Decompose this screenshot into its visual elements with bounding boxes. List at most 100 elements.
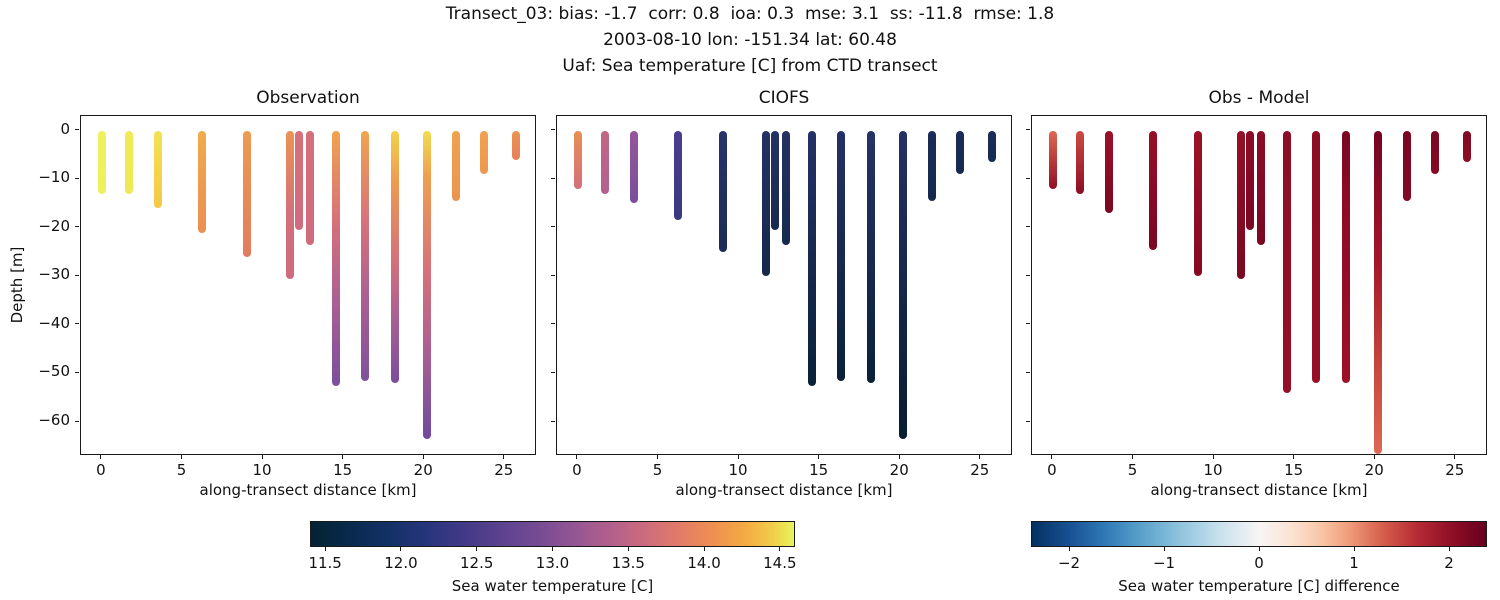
y-tick-label: −60 [38, 411, 70, 429]
x-tick-label: 25 [494, 461, 514, 479]
colorbar-tick-label: −2 [1057, 554, 1081, 572]
x-tick-mark [737, 455, 739, 459]
y-tick-label: −10 [38, 168, 70, 187]
y-tick-mark [551, 371, 555, 373]
colorbar-tick-mark [779, 547, 781, 551]
x-tick-mark [979, 455, 981, 459]
colorbar-tick-label: 14.0 [687, 554, 721, 572]
temperature-bar [988, 130, 997, 163]
temperature-bar [1076, 130, 1085, 194]
y-tick-mark [75, 420, 79, 422]
figure-title-line-1: Transect_03: bias: -1.7 corr: 0.8 ioa: 0… [445, 4, 1055, 24]
temperature-bar [630, 130, 639, 204]
x-axis-label-obs-minus-model: along-transect distance [km] [1150, 481, 1368, 499]
x-tick-label: 0 [572, 461, 582, 479]
colorbar-temperature-label: Sea water temperature [C] [451, 577, 654, 595]
x-axis-label-ciofs: along-transect distance [km] [675, 481, 893, 499]
y-tick-label: −30 [38, 265, 70, 284]
x-tick-mark [1051, 455, 1053, 459]
y-tick-mark [551, 323, 555, 325]
colorbar-temperature-gradient [310, 521, 795, 547]
y-tick-label: −50 [38, 362, 70, 381]
temperature-bar [1282, 130, 1291, 393]
x-tick-mark [342, 455, 344, 459]
y-tick-mark [551, 274, 555, 276]
y-tick-label: −20 [38, 216, 70, 235]
x-tick-label: 15 [809, 461, 829, 479]
temperature-bar [807, 130, 816, 386]
bars-layer-ciofs [557, 116, 1011, 454]
colorbar-difference-label: Sea water temperature [C] difference [1118, 577, 1400, 595]
bars-layer-observation [81, 116, 535, 454]
temperature-bar [479, 130, 488, 175]
x-tick-label: 20 [889, 461, 909, 479]
y-tick-mark [551, 177, 555, 179]
panel-observation: Observation along-transect distance [km]… [38, 88, 536, 499]
y-tick-label: 0 [60, 119, 70, 138]
colorbar-tick-mark [552, 547, 553, 551]
y-tick-mark [1026, 129, 1030, 131]
temperature-bar [360, 130, 369, 381]
y-tick-mark [1026, 323, 1030, 325]
colorbar-tick-label: 2 [1444, 554, 1454, 572]
y-tick-mark [551, 420, 555, 422]
temperature-bar [899, 130, 908, 439]
colorbar-difference-gradient [1031, 521, 1487, 547]
figure-title-line-3: Uaf: Sea temperature [C] from CTD transe… [562, 56, 938, 76]
x-tick-mark [503, 455, 505, 459]
x-tick-mark [100, 455, 102, 459]
x-tick-label: 10 [252, 461, 272, 479]
temperature-bar [867, 130, 876, 384]
y-tick-mark [75, 177, 79, 179]
x-tick-mark [1454, 455, 1456, 459]
temperature-bar [718, 130, 727, 252]
temperature-bar [1311, 130, 1320, 384]
x-tick-mark [898, 455, 900, 459]
y-tick-mark [551, 226, 555, 228]
axes-observation [80, 115, 536, 455]
x-axis-label-observation: along-transect distance [km] [199, 481, 417, 499]
temperature-bar [836, 130, 845, 381]
x-tick-label: 10 [1203, 461, 1223, 479]
figure-title-line-2: 2003-08-10 lon: -151.34 lat: 60.48 [603, 30, 897, 50]
temperature-bar [1403, 130, 1412, 201]
temperature-bar [1256, 130, 1265, 245]
panel-ciofs: CIOFS along-transect distance [km] 0 5 10 1… [551, 88, 1012, 499]
colorbar-tick-mark [1068, 547, 1070, 551]
colorbar-tick-label: 13.0 [535, 554, 570, 572]
x-tick-label: 0 [1047, 461, 1057, 479]
colorbar-tick-label: 11.5 [308, 554, 342, 572]
temperature-bar [242, 130, 251, 257]
y-axis-label: Depth [m] [8, 246, 26, 324]
x-tick-mark [1132, 455, 1133, 459]
x-tick-label: 0 [96, 461, 106, 479]
temperature-bar [673, 130, 682, 221]
colorbar-tick-mark [324, 547, 326, 551]
y-tick-mark [75, 226, 79, 228]
x-tick-label: 20 [1364, 461, 1384, 479]
x-tick-mark [1373, 455, 1375, 459]
y-tick-mark [75, 274, 79, 276]
temperature-bar [1430, 130, 1439, 175]
panel-title-observation: Observation [256, 88, 360, 108]
x-tick-mark [576, 455, 578, 459]
panel-obs-minus-model: Obs - Model along-transect distance [km]… [1026, 88, 1487, 499]
colorbar-tick-mark [1258, 547, 1260, 551]
y-tick-mark [1026, 274, 1030, 276]
temperature-bar [286, 130, 295, 279]
colorbar-temperature: Sea water temperature [C] 11.5 12.0 12.5 13… [308, 521, 797, 595]
x-tick-mark [657, 455, 658, 459]
temperature-bar [601, 130, 610, 194]
x-tick-label: 5 [652, 461, 663, 479]
temperature-bar [1245, 130, 1254, 231]
temperature-bar [452, 130, 461, 201]
x-tick-label: 5 [176, 461, 187, 479]
x-tick-label: 5 [1127, 461, 1138, 479]
colorbar-tick-label: 0 [1254, 554, 1264, 572]
colorbar-tick-label: 14.5 [763, 554, 797, 572]
temperature-bar [955, 130, 964, 175]
temperature-bar [1105, 130, 1114, 214]
temperature-bar [154, 130, 163, 209]
x-tick-mark [818, 455, 820, 459]
